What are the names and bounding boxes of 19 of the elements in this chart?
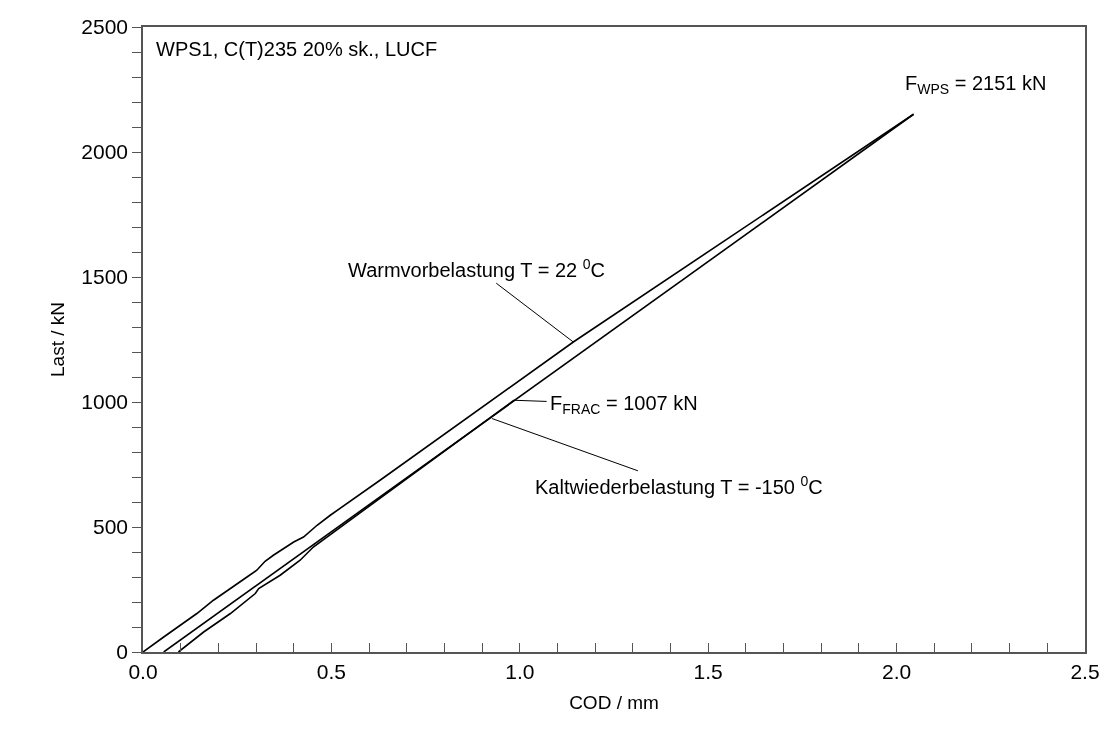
annotation: Warmvorbelastung T = 22 $^{0}$C xyxy=(348,256,605,282)
x-tick-label: 1.5 xyxy=(693,659,723,683)
annotation: WPS1, C(T)235 20% sk., LUCF xyxy=(156,38,438,60)
x-tick-label: 1.0 xyxy=(505,659,535,683)
x-tick-label: 0.5 xyxy=(316,659,346,683)
y-tick-label: 500 xyxy=(93,515,129,539)
y-axis-title: Last / kN xyxy=(46,302,68,377)
x-axis-title: COD / mm xyxy=(569,692,659,714)
annotation: Kaltwiederbelastung T = -150 $^{0}$C xyxy=(535,473,823,499)
y-tick-label: 1500 xyxy=(81,265,129,289)
annotation: F$_{WPS}$ = 2151 kN xyxy=(905,72,1047,98)
x-tick-label: 2.5 xyxy=(1070,659,1100,683)
y-tick-label: 2000 xyxy=(81,140,129,164)
y-tick-label: 2500 xyxy=(81,15,129,39)
x-tick-label: 0.0 xyxy=(128,659,158,683)
x-tick-label: 2.0 xyxy=(882,659,912,683)
y-tick-label: 1000 xyxy=(81,390,129,414)
annotation: F$_{FRAC}$ = 1007 kN xyxy=(550,392,698,418)
y-tick-label: 0 xyxy=(116,640,129,664)
